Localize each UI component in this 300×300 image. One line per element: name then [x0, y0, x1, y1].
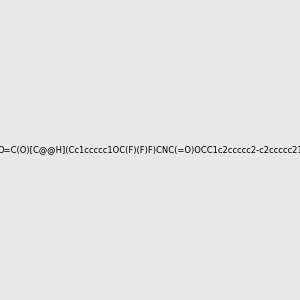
Text: O=C(O)[C@@H](Cc1ccccc1OC(F)(F)F)CNC(=O)OCC1c2ccccc2-c2ccccc21: O=C(O)[C@@H](Cc1ccccc1OC(F)(F)F)CNC(=O)O…	[0, 146, 300, 154]
